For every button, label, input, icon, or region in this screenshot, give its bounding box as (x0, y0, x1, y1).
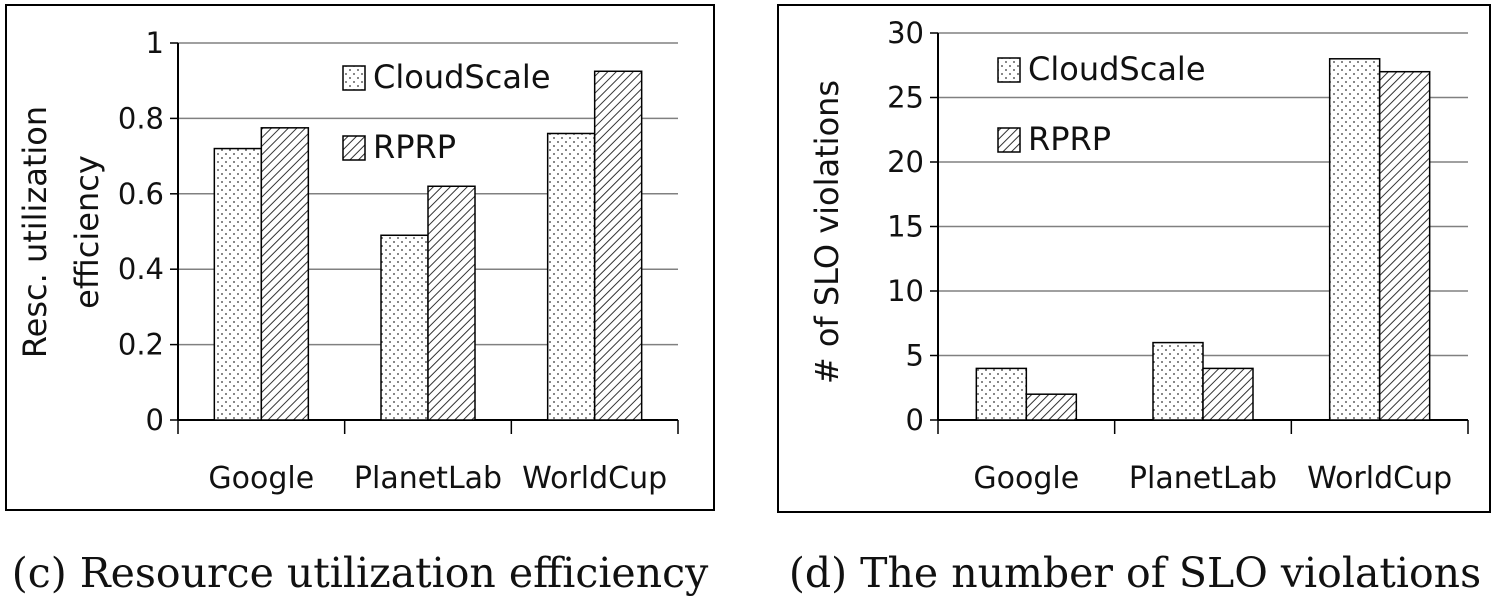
chart-d-category-label: Google (973, 461, 1079, 496)
chart-d-ylabel: # of SLO violations (808, 80, 846, 384)
chart-c-ytick-label: 0.6 (118, 177, 164, 211)
chart-c-ytick-label: 1 (146, 26, 164, 60)
chart-d-ytick-label: 25 (887, 81, 924, 115)
chart-d-legend-label: CloudScale (1028, 50, 1206, 88)
chart-d-bar-cloudscale (975, 367, 1028, 421)
chart-c-bar-cloudscale (213, 147, 263, 421)
chart-d-ytick-label: 10 (887, 274, 924, 308)
chart-c-legend-swatch-rprp (342, 135, 366, 161)
chart-c-ylabel: Resc. utilization (16, 106, 54, 358)
chart-c-ytick-label: 0 (146, 403, 164, 437)
chart-d-frame (777, 4, 1491, 513)
chart-c-legend-label: CloudScale (373, 58, 551, 96)
chart-c-category-label: Google (208, 461, 314, 496)
chart-d-bar-cloudscale (1328, 58, 1381, 421)
chart-c-category-label: WorldCup (522, 461, 667, 496)
chart-d-ytick-label: 15 (887, 210, 924, 244)
chart-c: 0 0.2 0.4 0.6 0.8 1 Google PlanetLab WorldCup Res… (16, 26, 679, 496)
chart-c-legend-label: RPRP (373, 128, 456, 166)
chart-c-category-label: PlanetLab (354, 461, 502, 496)
chart-c-bar-rprp (427, 185, 476, 421)
chart-c-bar-rprp (593, 70, 643, 421)
chart-c-bar-cloudscale (380, 234, 429, 421)
chart-d-ytick-label: 20 (887, 145, 924, 179)
chart-d-ytick-label: 0 (906, 403, 924, 437)
chart-d-ytick-label: 5 (906, 339, 924, 373)
chart-d: 0 5 10 15 20 25 30 Google PlanetLab WorldCup # of … (808, 16, 1469, 496)
chart-d-bar-cloudscale (1152, 341, 1204, 421)
chart-d-category-label: WorldCup (1307, 461, 1452, 496)
chart-c-frame (5, 4, 715, 511)
chart-c-ytick-label: 0.8 (118, 101, 164, 135)
chart-c-bar-cloudscale (546, 132, 596, 421)
chart-c-bar-rprp (260, 127, 310, 421)
chart-c-ytick-label: 0.4 (118, 252, 164, 286)
chart-d-ytick-label: 30 (887, 16, 924, 50)
chart-d-caption: (d) The number of SLO violations (789, 549, 1481, 597)
chart-d-bar-rprp (1202, 367, 1254, 421)
chart-c-caption: (c) Resource utilization efficiency (12, 549, 709, 597)
chart-d-bar-rprp (1025, 393, 1078, 421)
chart-c-ylabel: efficiency (68, 155, 106, 309)
chart-d-legend-label: RPRP (1028, 120, 1111, 158)
chart-d-bar-rprp (1378, 70, 1431, 421)
chart-d-legend-swatch-cloudscale (997, 57, 1021, 83)
chart-c-ytick-label: 0.2 (118, 328, 164, 362)
chart-d-legend-swatch-rprp (997, 127, 1021, 153)
chart-d-category-label: PlanetLab (1129, 461, 1277, 496)
chart-c-legend-swatch-cloudscale (342, 65, 366, 91)
